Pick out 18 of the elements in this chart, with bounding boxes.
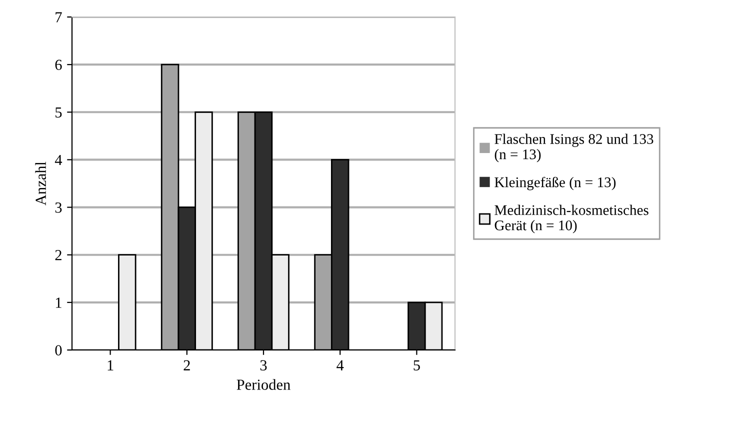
y-tick-label: 6 [55,60,62,70]
y-tick-label: 2 [55,250,62,260]
legend-label: Flaschen Isings 82 und 133 (n = 13) [494,134,654,162]
x-tick-label: 4 [336,360,344,370]
x-tick-label: 5 [414,360,420,370]
x-tick-label: 1 [108,360,114,370]
y-tick-label: 7 [56,12,62,22]
y-tick-label: 4 [54,154,62,166]
y-tick-label: 3 [55,202,62,213]
y-axis-title: Anzahl [35,162,46,206]
y-tick-label: 1 [56,298,62,308]
y-tick-label: 5 [56,107,62,118]
y-tick-label: 0 [55,345,62,356]
x-tick-label: 3 [260,360,267,370]
legend-label: Kleingefäße (n = 13) [494,176,616,190]
x-axis-title: Perioden [236,379,290,390]
legend-label: Medizinisch-kosmetisches Gerät (n = 10) [494,204,648,234]
x-tick-label: 2 [184,360,190,370]
